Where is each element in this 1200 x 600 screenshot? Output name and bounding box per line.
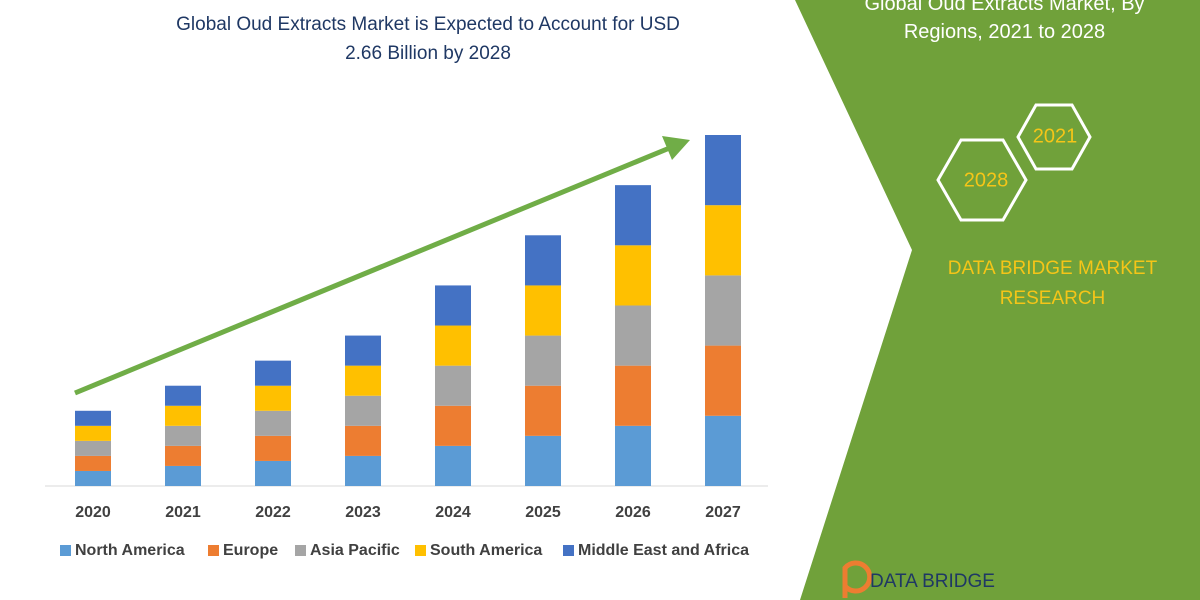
bar-segment	[165, 425, 201, 446]
legend-swatch	[415, 545, 426, 556]
logo-text: DATA BRIDGE	[870, 571, 995, 592]
legend-label: South America	[430, 542, 542, 559]
bar-segment	[165, 385, 201, 406]
bar-segment	[525, 285, 561, 336]
bar-segment	[525, 335, 561, 386]
bar-segment	[615, 425, 651, 486]
hexagon-label: 2028	[964, 169, 1009, 191]
hexagon-label: 2021	[1033, 125, 1078, 147]
bar-segment	[75, 425, 111, 441]
legend-label: Europe	[223, 542, 278, 559]
bar-segment	[75, 455, 111, 471]
x-tick-label: 2021	[165, 504, 201, 521]
x-tick-label: 2020	[75, 504, 111, 521]
arrow-head	[662, 136, 690, 160]
legend-label: Asia Pacific	[310, 542, 400, 559]
bar-segment	[705, 345, 741, 416]
bar-segment	[615, 305, 651, 366]
bar-segment	[525, 435, 561, 486]
bar-segment	[75, 410, 111, 426]
bar-segment	[705, 415, 741, 486]
bar-segment	[75, 470, 111, 486]
bar-segment	[255, 410, 291, 436]
bar-segment	[435, 365, 471, 406]
bar-segment	[255, 360, 291, 386]
bar-segment	[165, 445, 201, 466]
bar-segment	[525, 235, 561, 286]
bar-segment	[435, 405, 471, 446]
side-panel	[795, 0, 1200, 600]
x-tick-label: 2022	[255, 504, 291, 521]
legend-swatch	[563, 545, 574, 556]
panel-title: Global Oud Extracts Market, By Regions, …	[864, 0, 1145, 43]
legend-swatch	[60, 545, 71, 556]
bar-segment	[165, 405, 201, 426]
legend-label: Middle East and Africa	[578, 542, 749, 559]
brand: DATA BRIDGE MARKET RESEARCH	[947, 258, 1158, 309]
hexagon	[936, 138, 1028, 222]
bar-segment	[255, 460, 291, 486]
bar-segment	[345, 365, 381, 396]
bar-segment	[705, 135, 741, 206]
legend-label: North America	[75, 542, 185, 559]
bar-segment	[435, 325, 471, 366]
bar-segment	[705, 275, 741, 346]
bar-segment	[705, 205, 741, 276]
bar-segment	[435, 445, 471, 486]
bar-segment	[615, 245, 651, 306]
x-tick-label: 2025	[525, 504, 561, 521]
x-tick-label: 2026	[615, 504, 651, 521]
trend-arrow	[74, 144, 673, 396]
bar-segment	[615, 365, 651, 426]
bar-segment	[345, 425, 381, 456]
logo-icon	[842, 560, 873, 598]
chart-title: Global Oud Extracts Market is Expected t…	[176, 14, 680, 64]
bar-segment	[255, 435, 291, 461]
bar-segment	[435, 285, 471, 326]
legend-swatch	[295, 545, 306, 556]
bar-segment	[345, 335, 381, 366]
x-tick-label: 2024	[435, 504, 471, 521]
bar-segment	[345, 455, 381, 486]
bar-segment	[615, 185, 651, 246]
bar-segment	[75, 440, 111, 456]
x-tick-label: 2027	[705, 504, 741, 521]
hexagon	[1016, 103, 1092, 171]
bar-segment	[345, 395, 381, 426]
legend-swatch	[208, 545, 219, 556]
x-tick-label: 2023	[345, 504, 381, 521]
bar-segment	[255, 385, 291, 411]
bar-segment	[165, 465, 201, 486]
bar-segment	[525, 385, 561, 436]
